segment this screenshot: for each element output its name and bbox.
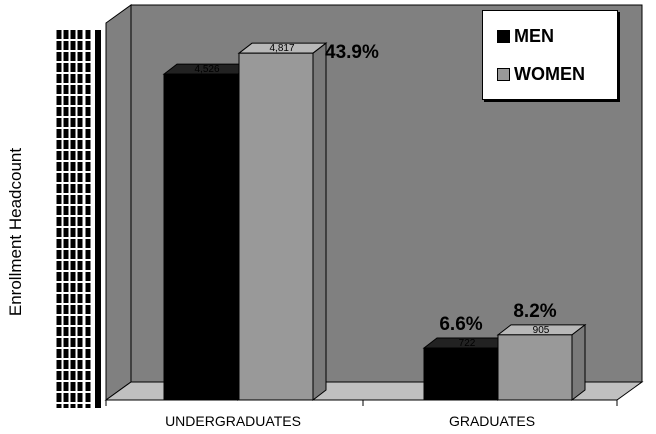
value-label-women-undergraduates: 4,817 bbox=[269, 43, 294, 54]
percent-label-women-undergraduates: 43.9% bbox=[325, 42, 379, 63]
bar-women-graduates bbox=[496, 323, 587, 402]
labels-layer: UNDERGRADUATES GRADUATES 4,526 4,817 43.9% 72… bbox=[165, 42, 557, 429]
legend-swatch-men bbox=[497, 29, 510, 43]
bars-layer bbox=[162, 42, 587, 402]
bar-front-women-undergraduates bbox=[238, 52, 314, 401]
bar-side-women-undergraduates bbox=[312, 42, 327, 402]
bar-side-women-graduates bbox=[571, 323, 586, 402]
legend-label-women: WOMEN bbox=[514, 63, 585, 84]
value-label-men-graduates: 722 bbox=[459, 338, 476, 349]
legend-item-women: WOMEN bbox=[497, 63, 585, 85]
legend: MEN WOMEN bbox=[482, 10, 618, 100]
category-label-0: UNDERGRADUATES bbox=[165, 413, 301, 429]
bar-front-women-graduates bbox=[497, 334, 573, 401]
percent-label-men-graduates: 6.6% bbox=[439, 314, 482, 335]
side-wall bbox=[105, 4, 132, 401]
value-label-women-graduates: 905 bbox=[533, 325, 550, 336]
bar-men-undergraduates bbox=[162, 63, 253, 402]
bar-men-graduates bbox=[422, 337, 513, 402]
value-label-men-undergraduates: 4,526 bbox=[194, 64, 219, 75]
y-axis-label: Enrollment Headcount bbox=[6, 147, 25, 317]
bar-front-men-graduates bbox=[423, 347, 499, 401]
legend-item-men: MEN bbox=[497, 25, 554, 47]
bar-front-men-undergraduates bbox=[163, 73, 239, 401]
legend-swatch-women bbox=[497, 67, 510, 81]
bar-women-undergraduates bbox=[237, 42, 328, 402]
percent-label-women-graduates: 8.2% bbox=[513, 301, 556, 322]
category-label-1: GRADUATES bbox=[449, 413, 535, 429]
legend-label-men: MEN bbox=[514, 25, 554, 46]
